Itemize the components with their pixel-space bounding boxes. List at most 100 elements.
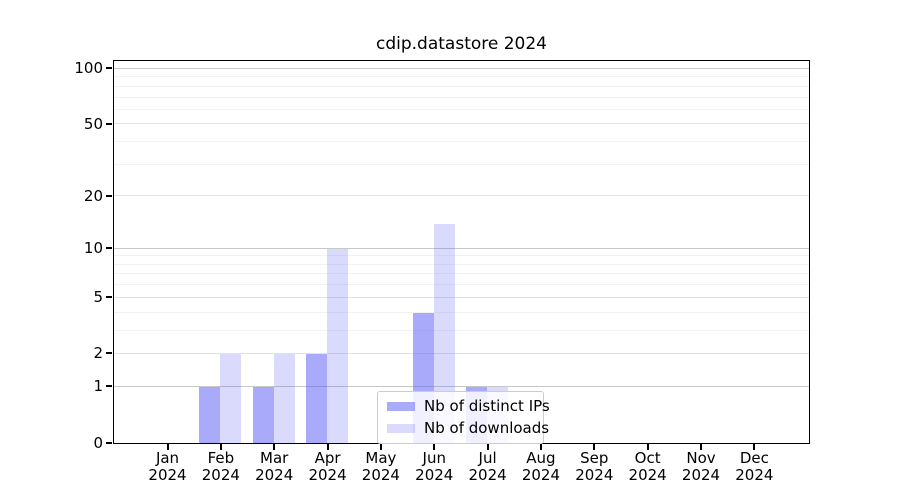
x-tick-year: 2024: [681, 466, 721, 484]
x-tick-mark: [486, 444, 489, 450]
x-tick-month: Jun: [422, 449, 446, 467]
x-tick-year: 2024: [148, 466, 187, 484]
y-tick-mark: [106, 194, 112, 197]
gridline: [114, 329, 809, 331]
x-tick-label: Jun 2024: [398, 450, 470, 484]
y-tick-mark: [106, 441, 112, 444]
plot-area: Nb of distinct IPs Nb of downloads: [113, 60, 810, 444]
x-tick-month: Jan: [155, 449, 180, 467]
x-tick-month: Oct: [634, 449, 661, 467]
bar-downloads: [327, 248, 349, 443]
gridline: [114, 247, 809, 249]
x-tick-month: Feb: [207, 449, 235, 467]
x-tick-year: 2024: [468, 466, 507, 484]
y-tick-mark: [106, 247, 112, 250]
bar-distinct-ips: [252, 386, 274, 443]
x-tick-label: Apr 2024: [292, 450, 364, 484]
gridline: [114, 76, 809, 78]
gridline: [114, 123, 809, 125]
x-tick-label: Oct 2024: [612, 450, 684, 484]
x-tick-mark: [700, 444, 702, 450]
x-tick-mark: [646, 444, 649, 450]
x-tick-mark: [433, 444, 436, 450]
y-tick-mark: [106, 385, 112, 388]
x-tick-month: Sep: [580, 449, 609, 467]
x-tick-year: 2024: [575, 466, 614, 484]
legend: Nb of distinct IPs Nb of downloads: [377, 391, 550, 444]
x-tick-month: Apr: [314, 449, 341, 467]
legend-entry: Nb of downloads: [387, 420, 549, 437]
x-tick-year: 2024: [628, 466, 667, 484]
x-tick-month: Mar: [260, 449, 289, 467]
gridlines-layer: [114, 61, 809, 443]
gridline: [114, 96, 809, 98]
legend-label: Nb of distinct IPs: [424, 397, 550, 415]
x-tick-mark: [166, 444, 169, 450]
y-tick-label: 100: [74, 59, 103, 78]
y-tick-label: 10: [83, 239, 103, 258]
gridline: [114, 296, 809, 298]
x-tick-mark: [593, 444, 596, 450]
x-tick-label: Sep 2024: [558, 450, 630, 484]
x-tick-mark: [379, 444, 382, 450]
gridline: [114, 263, 809, 265]
legend-label: Nb of downloads: [424, 419, 550, 437]
x-tick-label: Jan 2024: [132, 450, 204, 484]
gridline: [114, 163, 809, 165]
x-tick-month: Dec: [739, 449, 769, 467]
bar-distinct-ips: [199, 386, 221, 443]
gridline: [114, 141, 809, 143]
gridline: [114, 85, 809, 87]
x-tick-mark: [273, 444, 276, 450]
x-tick-label: Mar 2024: [238, 450, 310, 484]
x-tick-year: 2024: [521, 466, 561, 484]
gridline: [114, 352, 809, 354]
y-tick-mark: [106, 352, 112, 355]
gridline: [114, 67, 809, 69]
x-tick-label: Aug 2024: [505, 450, 577, 484]
bar-distinct-ips: [306, 353, 328, 443]
legend-entry: Nb of distinct IPs: [387, 398, 550, 415]
x-tick-year: 2024: [361, 466, 400, 484]
x-tick-mark: [753, 444, 756, 450]
x-tick-mark: [326, 444, 329, 450]
y-tick-label: 2: [93, 344, 103, 363]
y-tick-label: 20: [83, 186, 103, 205]
bars-layer: [114, 61, 809, 443]
y-tick-label: 0: [93, 433, 103, 452]
x-tick-year: 2024: [308, 466, 347, 484]
bar-downloads: [273, 353, 295, 443]
y-tick-mark: [106, 67, 112, 70]
y-tick-label: 50: [83, 114, 103, 133]
gridline: [114, 284, 809, 286]
gridline: [114, 385, 809, 387]
chart-title: cdip.datastore 2024: [375, 34, 547, 54]
gridline: [114, 311, 809, 313]
gridline: [114, 108, 809, 110]
legend-swatch: [387, 424, 415, 433]
gridline: [114, 273, 809, 275]
x-tick-label: Nov 2024: [665, 450, 737, 484]
x-tick-month: May: [365, 449, 397, 467]
bar-downloads: [220, 353, 242, 443]
bar-downloads: [433, 223, 455, 443]
y-tick-mark: [106, 296, 112, 299]
x-tick-mark: [219, 444, 222, 450]
y-tick-label: 1: [93, 377, 103, 396]
x-tick-label: Jul 2024: [452, 450, 524, 484]
x-tick-year: 2024: [415, 466, 454, 484]
gridline: [114, 195, 809, 197]
x-tick-month: Nov: [686, 449, 716, 467]
x-tick-year: 2024: [735, 466, 774, 484]
x-tick-label: Dec 2024: [718, 450, 790, 484]
y-tick-label: 5: [93, 288, 103, 307]
x-tick-mark: [539, 444, 542, 450]
x-tick-year: 2024: [255, 466, 294, 484]
x-tick-label: May 2024: [345, 450, 417, 484]
x-tick-label: Feb 2024: [185, 450, 257, 484]
legend-swatch: [387, 402, 415, 411]
x-tick-month: Aug: [526, 449, 556, 467]
gridline: [114, 255, 809, 257]
x-tick-month: Jul: [478, 449, 497, 467]
